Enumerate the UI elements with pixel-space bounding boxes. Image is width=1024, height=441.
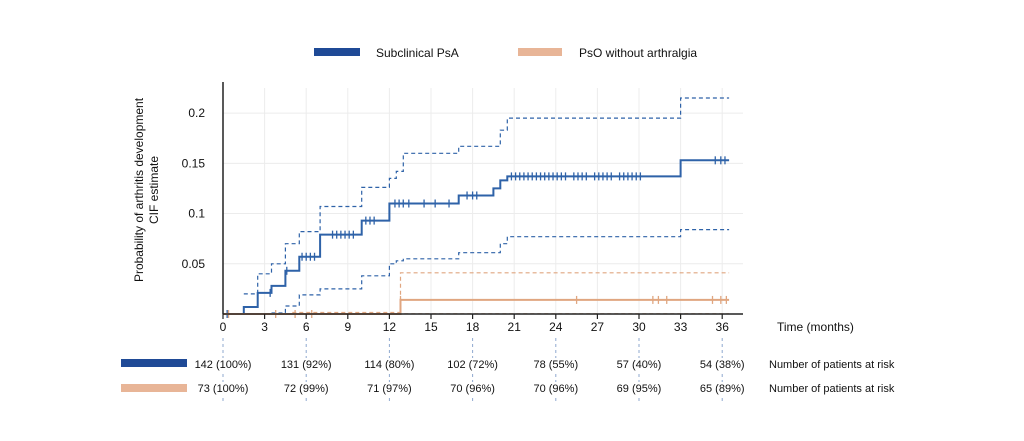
risk-cell-bg-a-3 [434, 358, 511, 372]
risk-cell-bg-a-2 [351, 358, 428, 372]
risk-value-r1-t1: 72 (99%) [284, 383, 329, 395]
risk-value-r1-t0: 73 (100%) [198, 383, 249, 395]
y-tick-label-0: 0.05 [182, 257, 206, 271]
risk-value-r1-t4: 70 (96%) [533, 383, 578, 395]
risk-row-swatch-pso-without-arthralgia [121, 384, 187, 392]
risk-value-r0-t3: 102 (72%) [447, 359, 498, 371]
risk-value-r0-t2: 114 (80%) [364, 359, 414, 371]
y-tick-labels: 0.05 0.1 0.15 0.2 [182, 106, 206, 271]
x-tick-label-3: 9 [344, 320, 351, 334]
risk-value-r1-t5: 69 (95%) [617, 383, 662, 395]
x-tick-label-10: 30 [632, 320, 646, 334]
x-tick-label-2: 6 [303, 320, 310, 334]
legend: Subclinical PsA PsO without arthralgia [314, 46, 697, 60]
risk-value-r0-t6: 54 (38%) [700, 359, 745, 371]
risk-table: Number of patients at risk Number of pat… [121, 359, 895, 395]
risk-cell-bg-b-4 [517, 382, 594, 396]
x-tick-labels: 0 3 6 9 12 15 18 21 24 27 30 33 36 [220, 320, 730, 334]
legend-swatch-subclinical-psa [314, 48, 360, 56]
x-tick-label-6: 18 [466, 320, 480, 334]
risk-cell-bg-b-0 [185, 382, 261, 396]
y-tick-label-2: 0.15 [182, 156, 206, 170]
risk-cell-bg-a-1 [268, 358, 345, 372]
risk-value-r0-t1: 131 (92%) [281, 359, 332, 371]
risk-row-label-subclinical-psa: Number of patients at risk [769, 359, 895, 371]
x-tick-label-8: 24 [549, 320, 563, 334]
risk-cell-bg-b-6 [684, 382, 761, 396]
risk-cell-bg-a-0 [185, 358, 261, 372]
risk-value-r0-t5: 57 (40%) [617, 359, 662, 371]
risk-row-swatch-subclinical-psa [121, 359, 187, 367]
risk-value-r1-t6: 65 (89%) [700, 383, 745, 395]
x-tick-label-5: 15 [424, 320, 438, 334]
risk-value-r1-t2: 71 (97%) [367, 383, 412, 395]
risk-cell-bg-b-5 [601, 382, 677, 396]
x-tick-label-12: 36 [716, 320, 730, 334]
risk-value-r1-t3: 70 (96%) [450, 383, 495, 395]
series-subclinical-psa-upper-ci [243, 97, 730, 295]
series-subclinical-psa [223, 97, 730, 318]
risk-cell-bg-a-5 [601, 358, 677, 372]
axes [222, 82, 743, 319]
risk-cell-bg-b-1 [268, 382, 345, 396]
risk-cell-bg-a-4 [517, 358, 594, 372]
series-subclinical-psa-estimate [223, 159, 730, 315]
y-axis-title-line-2: CIF estimate [147, 156, 161, 224]
x-tick-label-4: 12 [383, 320, 397, 334]
y-axis-title: Probability of arthritis development CIF… [132, 97, 161, 282]
risk-cell-bg-b-2 [351, 382, 428, 396]
y-tick-label-1: 0.1 [188, 207, 205, 221]
risk-value-r0-t4: 78 (55%) [533, 359, 578, 371]
x-axis-title: Time (months) [777, 320, 854, 334]
x-tick-label-1: 3 [261, 320, 268, 334]
series-subclinical-psa-lower-ci [271, 229, 730, 314]
y-tick-label-3: 0.2 [188, 106, 205, 120]
x-tick-label-0: 0 [220, 320, 227, 334]
series-layer [223, 97, 730, 318]
grid [222, 88, 743, 314]
risk-value-r0-t0: 142 (100%) [195, 359, 252, 371]
risk-table-connectors [185, 338, 761, 404]
x-tick-label-9: 27 [591, 320, 605, 334]
x-tick-label-7: 21 [508, 320, 522, 334]
risk-row-label-pso-without-arthralgia: Number of patients at risk [769, 383, 895, 395]
legend-swatch-pso-without-arthralgia [518, 48, 562, 56]
legend-label-pso-without-arthralgia: PsO without arthralgia [579, 46, 697, 60]
legend-label-subclinical-psa: Subclinical PsA [376, 46, 459, 60]
series-pso-without-arthralgia-upper-ci [292, 272, 730, 314]
y-axis-title-line-1: Probability of arthritis development [132, 97, 146, 282]
risk-cell-bg-b-3 [434, 382, 511, 396]
x-tick-label-11: 33 [674, 320, 688, 334]
risk-cell-bg-a-6 [684, 358, 761, 372]
